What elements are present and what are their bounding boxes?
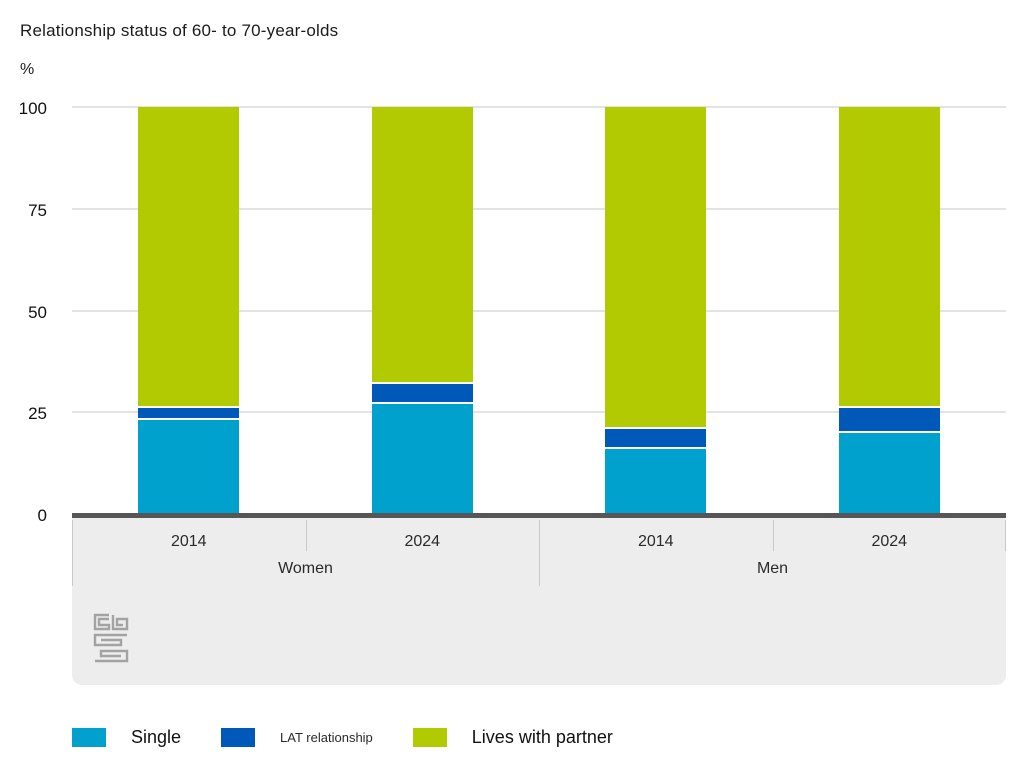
gridline-75 xyxy=(72,207,1006,210)
bar-women-2014 xyxy=(138,107,240,514)
y-axis-unit-label: % xyxy=(20,61,35,78)
axis-divider xyxy=(772,520,774,551)
y-tick-label-100: 100 xyxy=(18,99,47,118)
year-label: 2024 xyxy=(871,533,908,550)
segment-lives-with-partner[interactable] xyxy=(371,107,473,384)
bar-men-2024 xyxy=(838,107,940,514)
year-label: 2024 xyxy=(404,533,441,550)
axis-divider xyxy=(72,520,73,586)
plot-area xyxy=(72,106,1006,514)
y-tick-label-25: 25 xyxy=(28,404,47,424)
legend-swatch xyxy=(221,728,256,747)
legend-swatch xyxy=(72,728,106,747)
gridline-50 xyxy=(72,309,1006,312)
segment-single[interactable] xyxy=(605,448,707,514)
cbs-logo-icon xyxy=(93,613,129,663)
segment-lat-relationship[interactable] xyxy=(605,428,707,449)
legend-swatch xyxy=(412,728,447,747)
y-tick-label-75: 75 xyxy=(28,200,47,220)
legend-label: Single xyxy=(131,727,182,747)
bar-women-2024 xyxy=(371,107,473,514)
x-axis-baseline xyxy=(72,513,1006,518)
segment-single[interactable] xyxy=(838,432,940,514)
chart-legend: Single LAT relationship Lives with partner xyxy=(72,727,653,748)
bar-men-2014 xyxy=(605,107,707,514)
segment-lat-relationship[interactable] xyxy=(138,408,240,421)
gridline-25 xyxy=(72,411,1006,414)
y-tick-label-0: 0 xyxy=(37,506,47,525)
chart-title: Relationship status of 60- to 70-year-ol… xyxy=(20,21,339,40)
x-axis-band: 2014 2024 2014 2024 Women Men xyxy=(72,518,1006,685)
legend-item-lives-with-partner[interactable]: Lives with partner xyxy=(412,727,613,748)
segment-lives-with-partner[interactable] xyxy=(605,107,707,429)
legend-item-lat-relationship[interactable]: LAT relationship xyxy=(221,728,373,747)
legend-item-single[interactable]: Single xyxy=(72,727,181,748)
group-label-women: Women xyxy=(278,560,333,577)
segment-lives-with-partner[interactable] xyxy=(138,107,240,409)
gridline-100 xyxy=(72,106,1006,108)
group-label-men: Men xyxy=(756,560,789,577)
axis-divider xyxy=(1005,520,1006,551)
segment-lat-relationship[interactable] xyxy=(838,408,940,433)
segment-single[interactable] xyxy=(138,420,240,514)
segment-single[interactable] xyxy=(371,404,473,514)
year-label: 2014 xyxy=(170,533,207,550)
segment-lat-relationship[interactable] xyxy=(371,383,473,405)
legend-label: LAT relationship xyxy=(280,730,373,745)
axis-divider xyxy=(305,520,307,551)
y-tick-label-50: 50 xyxy=(28,302,47,322)
year-label: 2014 xyxy=(637,533,674,550)
axis-divider xyxy=(539,520,540,586)
segment-lives-with-partner[interactable] xyxy=(838,107,940,409)
legend-label: Lives with partner xyxy=(471,727,613,747)
